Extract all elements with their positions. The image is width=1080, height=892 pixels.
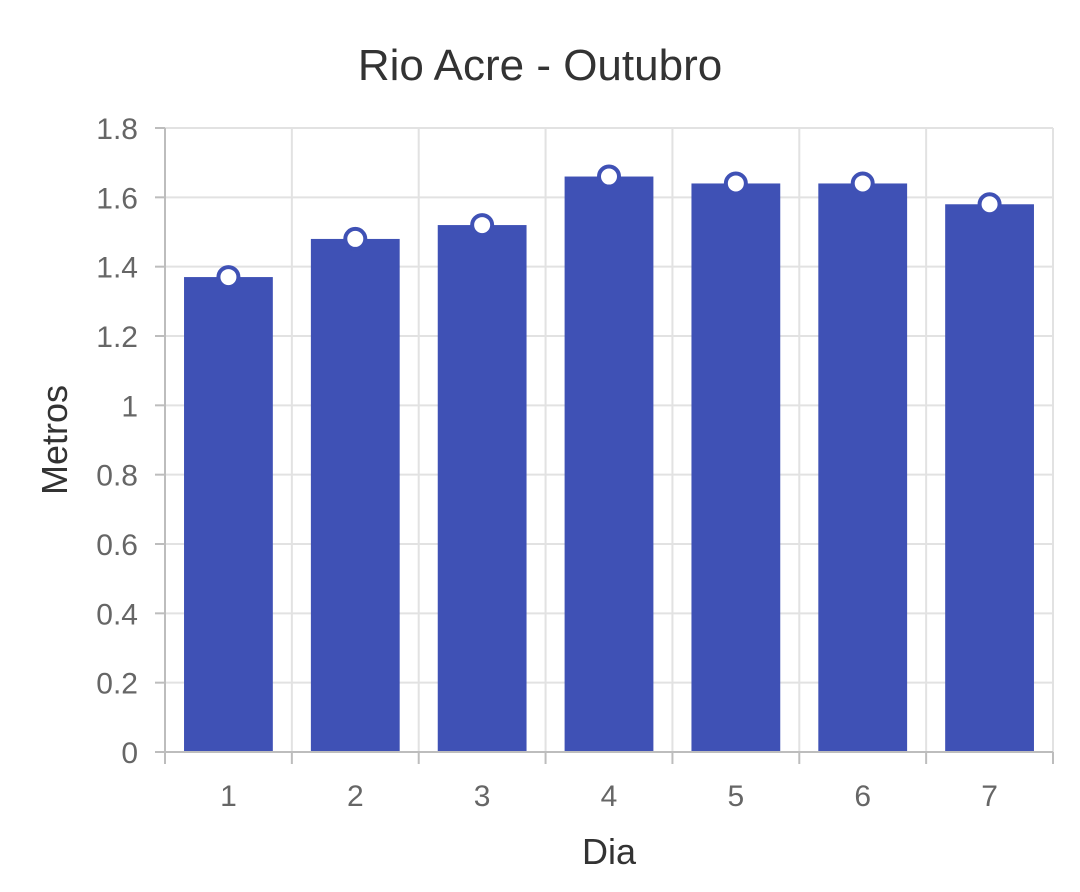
y-tick-label: 0 <box>121 737 138 770</box>
y-tick-label: 0.2 <box>96 668 138 701</box>
tick-labels: 0 0.2 0.4 0.6 0.8 1 1.2 1.4 1.6 1.8 1 2 3 4 5 6 7 <box>96 113 998 813</box>
bars <box>184 176 1034 753</box>
y-tick-label: 0.6 <box>96 529 138 562</box>
x-tick-label: 6 <box>854 780 871 813</box>
y-tick-label: 0.8 <box>96 460 138 493</box>
y-tick-label: 1.6 <box>96 182 138 215</box>
bar <box>945 204 1034 752</box>
y-tick-label: 1 <box>121 390 138 423</box>
data-points <box>216 164 1002 290</box>
y-tick-label: 1.8 <box>96 113 138 146</box>
chart-title: Rio Acre - Outubro <box>358 41 722 90</box>
data-point <box>977 192 1002 217</box>
x-axis-title: Dia <box>582 831 637 872</box>
bar <box>184 277 273 752</box>
x-tick-label: 5 <box>728 780 745 813</box>
bar <box>310 238 400 752</box>
bar <box>437 225 527 753</box>
data-point <box>216 265 241 290</box>
y-tick-label: 1.4 <box>96 252 138 285</box>
y-axis-title: Metros <box>34 385 75 495</box>
bar <box>818 183 908 752</box>
x-tick-label: 3 <box>474 780 491 813</box>
axes <box>155 127 1054 764</box>
y-tick-label: 0.4 <box>96 598 138 631</box>
data-point <box>723 171 748 196</box>
x-tick-label: 1 <box>220 780 237 813</box>
bar <box>691 183 781 752</box>
data-point <box>850 171 875 196</box>
data-point <box>343 226 368 251</box>
x-tick-label: 7 <box>981 780 998 813</box>
x-tick-label: 4 <box>601 780 618 813</box>
bar <box>564 176 654 753</box>
x-tick-label: 2 <box>347 780 364 813</box>
data-point <box>597 164 621 189</box>
y-tick-label: 1.2 <box>96 321 138 354</box>
data-point <box>470 213 495 238</box>
